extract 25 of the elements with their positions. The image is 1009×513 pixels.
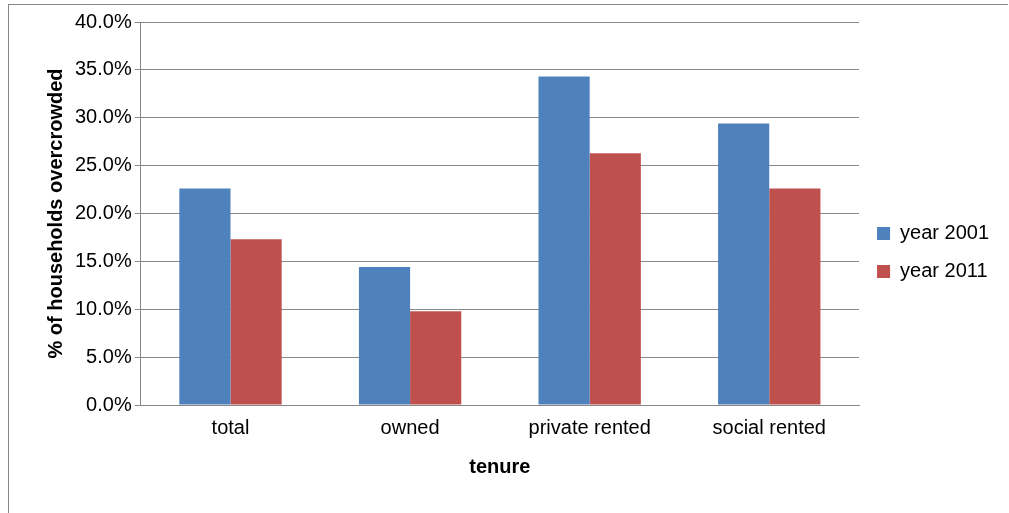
x-tick-label: social rented [712,415,826,438]
bar [589,153,641,405]
bar [358,267,411,405]
y-tick-label: 25.0% [74,153,132,176]
legend-label: year 2011 [900,259,988,282]
x-axis-title: tenure [469,454,531,477]
y-tick-label: 0.0% [86,392,132,415]
bar [179,188,231,405]
x-tick-label: total [211,415,250,438]
bar [538,76,590,405]
bar [410,311,462,405]
y-tick-label: 35.0% [74,57,132,80]
x-tick-label: private rented [528,415,651,438]
y-tick-label: 40.0% [74,9,132,32]
bar [769,188,821,405]
y-axis-title: % of households overcrowded [43,68,66,359]
y-tick-label: 30.0% [74,105,132,128]
y-tick-label: 5.0% [86,344,132,367]
legend-label: year 2001 [900,221,990,244]
bar [230,239,282,405]
y-tick-label: 10.0% [74,296,132,319]
y-tick-label: 20.0% [74,201,132,224]
x-tick-label: owned [380,415,440,438]
bar [718,123,770,405]
y-tick-label: 15.0% [74,248,132,271]
